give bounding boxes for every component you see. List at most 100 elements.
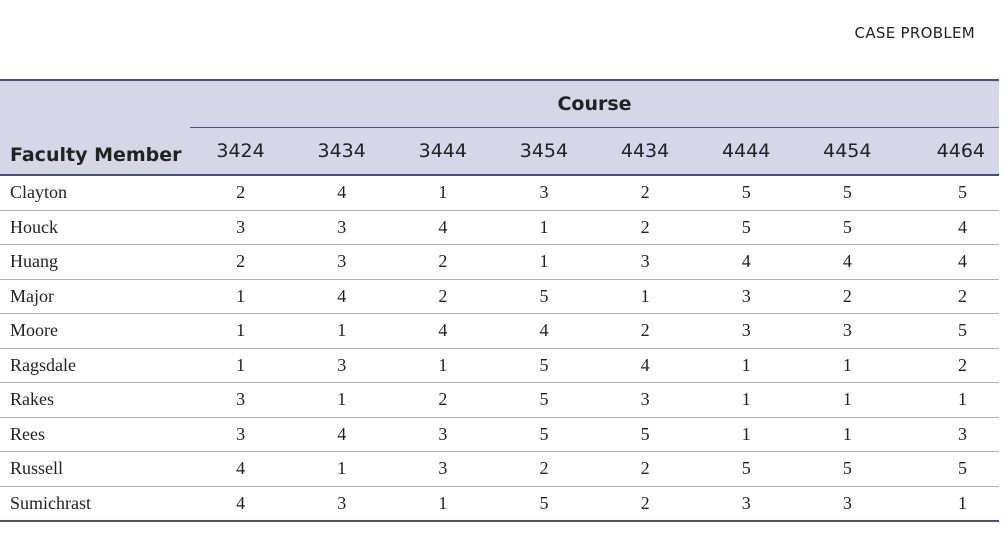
rating-cell: 1	[695, 417, 797, 452]
rating-cell: 3	[594, 382, 696, 418]
rating-cell: 2	[190, 175, 292, 211]
rating-cell: 2	[594, 486, 696, 522]
rating-cell: 2	[594, 451, 696, 487]
rating-cell: 2	[594, 210, 696, 245]
rating-cell: 3	[897, 417, 999, 452]
faculty-course-table: Faculty Member Course 3424 3434 3444 3454 44…	[0, 79, 999, 522]
rating-cell: 5	[594, 417, 696, 452]
rating-cell: 3	[392, 417, 494, 452]
rating-cell: 3	[190, 417, 292, 452]
rating-cell: 1	[796, 382, 898, 418]
course-header-3454: 3454	[493, 127, 595, 176]
faculty-name-cell: Clayton	[0, 175, 190, 211]
table-row: Rakes 3 1 2 5 3 1 1 1	[0, 382, 999, 418]
table-body: Clayton 2 4 1 3 2 5 5 5 Houck 3 3 4 1 2 5 5 4 Huang 2 3 2 1 3 4 4…	[0, 175, 999, 522]
rating-cell: 4	[695, 244, 797, 280]
rating-cell: 1	[594, 279, 696, 314]
rating-cell: 5	[493, 417, 595, 452]
table-row: Russell 4 1 3 2 2 5 5 5	[0, 451, 999, 487]
rating-cell: 1	[291, 451, 393, 487]
rating-cell: 4	[291, 279, 393, 314]
rating-cell: 4	[190, 486, 292, 522]
table-header: Faculty Member Course 3424 3434 3444 3454 44…	[0, 79, 999, 176]
rating-cell: 2	[190, 244, 292, 280]
table-row: Clayton 2 4 1 3 2 5 5 5	[0, 175, 999, 211]
rating-cell: 2	[594, 313, 696, 349]
rating-cell: 1	[796, 348, 898, 383]
table-row: Ragsdale 1 3 1 5 4 1 1 2	[0, 348, 999, 383]
rating-cell: 3	[291, 210, 393, 245]
rating-cell: 1	[695, 382, 797, 418]
table-row: Major 1 4 2 5 1 3 2 2	[0, 279, 999, 314]
rating-cell: 3	[291, 348, 393, 383]
rating-cell: 3	[190, 210, 292, 245]
rating-cell: 3	[695, 279, 797, 314]
rating-cell: 4	[594, 348, 696, 383]
faculty-member-header: Faculty Member	[0, 79, 190, 176]
rating-cell: 1	[392, 175, 494, 211]
rating-cell: 5	[796, 451, 898, 487]
rating-cell: 1	[897, 382, 999, 418]
rating-cell: 5	[897, 451, 999, 487]
faculty-name-cell: Houck	[0, 210, 190, 245]
rating-cell: 3	[796, 486, 898, 522]
rating-cell: 1	[291, 382, 393, 418]
rating-cell: 5	[695, 175, 797, 211]
rating-cell: 4	[897, 244, 999, 280]
rating-cell: 4	[392, 313, 494, 349]
rating-cell: 2	[392, 382, 494, 418]
rating-cell: 2	[796, 279, 898, 314]
rating-cell: 3	[392, 451, 494, 487]
rating-cell: 1	[392, 486, 494, 522]
rating-cell: 3	[796, 313, 898, 349]
case-problem-label: CASE PROBLEM	[854, 24, 975, 42]
course-header-4444: 4444	[695, 127, 797, 176]
faculty-name-cell: Rees	[0, 417, 190, 452]
rating-cell: 1	[392, 348, 494, 383]
rating-cell: 4	[291, 417, 393, 452]
rating-cell: 2	[897, 279, 999, 314]
table-row: Sumichrast 4 3 1 5 2 3 3 1	[0, 486, 999, 522]
table-row: Huang 2 3 2 1 3 4 4 4	[0, 244, 999, 280]
rating-cell: 5	[493, 382, 595, 418]
rating-cell: 1	[493, 244, 595, 280]
course-number-row: 3424 3434 3444 3454 4434 4444 4454 4464	[0, 127, 999, 176]
rating-cell: 3	[493, 175, 595, 211]
rating-cell: 1	[493, 210, 595, 245]
preference-table: Faculty Member Course 3424 3434 3444 3454 44…	[0, 79, 999, 522]
faculty-name-cell: Ragsdale	[0, 348, 190, 383]
course-header-4464: 4464	[897, 127, 999, 176]
faculty-name-cell: Rakes	[0, 382, 190, 418]
course-header-3424: 3424	[190, 127, 292, 176]
table-row: Rees 3 4 3 5 5 1 1 3	[0, 417, 999, 452]
rating-cell: 4	[493, 313, 595, 349]
rating-cell: 3	[695, 486, 797, 522]
rating-cell: 2	[594, 175, 696, 211]
rating-cell: 5	[897, 175, 999, 211]
rating-cell: 1	[190, 279, 292, 314]
rating-cell: 4	[392, 210, 494, 245]
rating-cell: 5	[493, 279, 595, 314]
table-row: Moore 1 1 4 4 2 3 3 5	[0, 313, 999, 349]
rating-cell: 4	[796, 244, 898, 280]
rating-cell: 1	[190, 348, 292, 383]
rating-cell: 5	[695, 210, 797, 245]
rating-cell: 3	[291, 486, 393, 522]
course-header-3434: 3434	[291, 127, 393, 176]
rating-cell: 4	[897, 210, 999, 245]
rating-cell: 1	[695, 348, 797, 383]
rating-cell: 5	[695, 451, 797, 487]
rating-cell: 2	[392, 244, 494, 280]
faculty-name-cell: Major	[0, 279, 190, 314]
faculty-name-cell: Huang	[0, 244, 190, 280]
rating-cell: 1	[291, 313, 393, 349]
rating-cell: 5	[796, 210, 898, 245]
course-header-3444: 3444	[392, 127, 494, 176]
course-header-4434: 4434	[594, 127, 696, 176]
rating-cell: 5	[796, 175, 898, 211]
table-row: Houck 3 3 4 1 2 5 5 4	[0, 210, 999, 245]
faculty-name-cell: Russell	[0, 451, 190, 487]
rating-cell: 1	[796, 417, 898, 452]
rating-cell: 3	[695, 313, 797, 349]
rating-cell: 2	[897, 348, 999, 383]
